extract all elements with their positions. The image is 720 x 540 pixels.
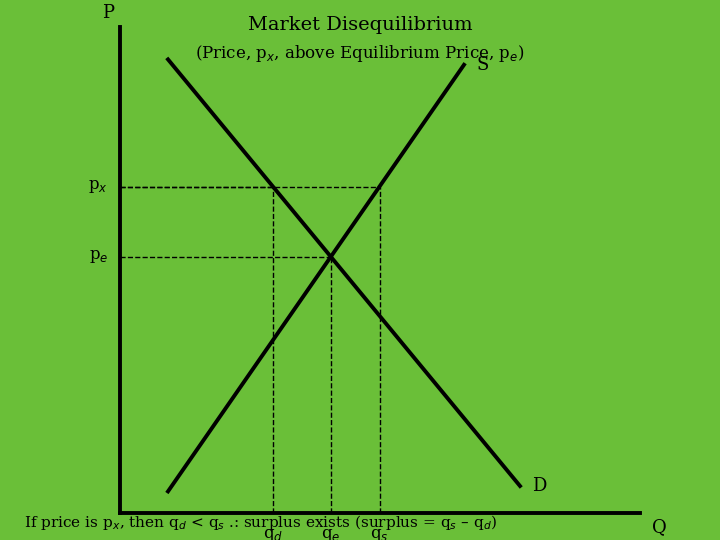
Text: (Price, p$_x$, above Equilibrium Price, p$_e$): (Price, p$_x$, above Equilibrium Price, … <box>195 43 525 64</box>
Text: q$_s$: q$_s$ <box>370 526 389 540</box>
Text: P: P <box>102 4 114 22</box>
Text: D: D <box>532 477 546 495</box>
Text: p$_x$: p$_x$ <box>88 178 108 195</box>
Text: q$_e$: q$_e$ <box>321 526 341 540</box>
Text: Market Disequilibrium: Market Disequilibrium <box>248 16 472 34</box>
Text: Q: Q <box>652 518 667 536</box>
Text: S: S <box>476 56 488 74</box>
Text: q$_d$: q$_d$ <box>263 526 283 540</box>
Text: p$_e$: p$_e$ <box>89 248 108 265</box>
Text: If price is p$_x$, then q$_d$ < q$_s$ .: surplus exists (surplus = q$_s$ – q$_d$: If price is p$_x$, then q$_d$ < q$_s$ .:… <box>24 513 498 532</box>
